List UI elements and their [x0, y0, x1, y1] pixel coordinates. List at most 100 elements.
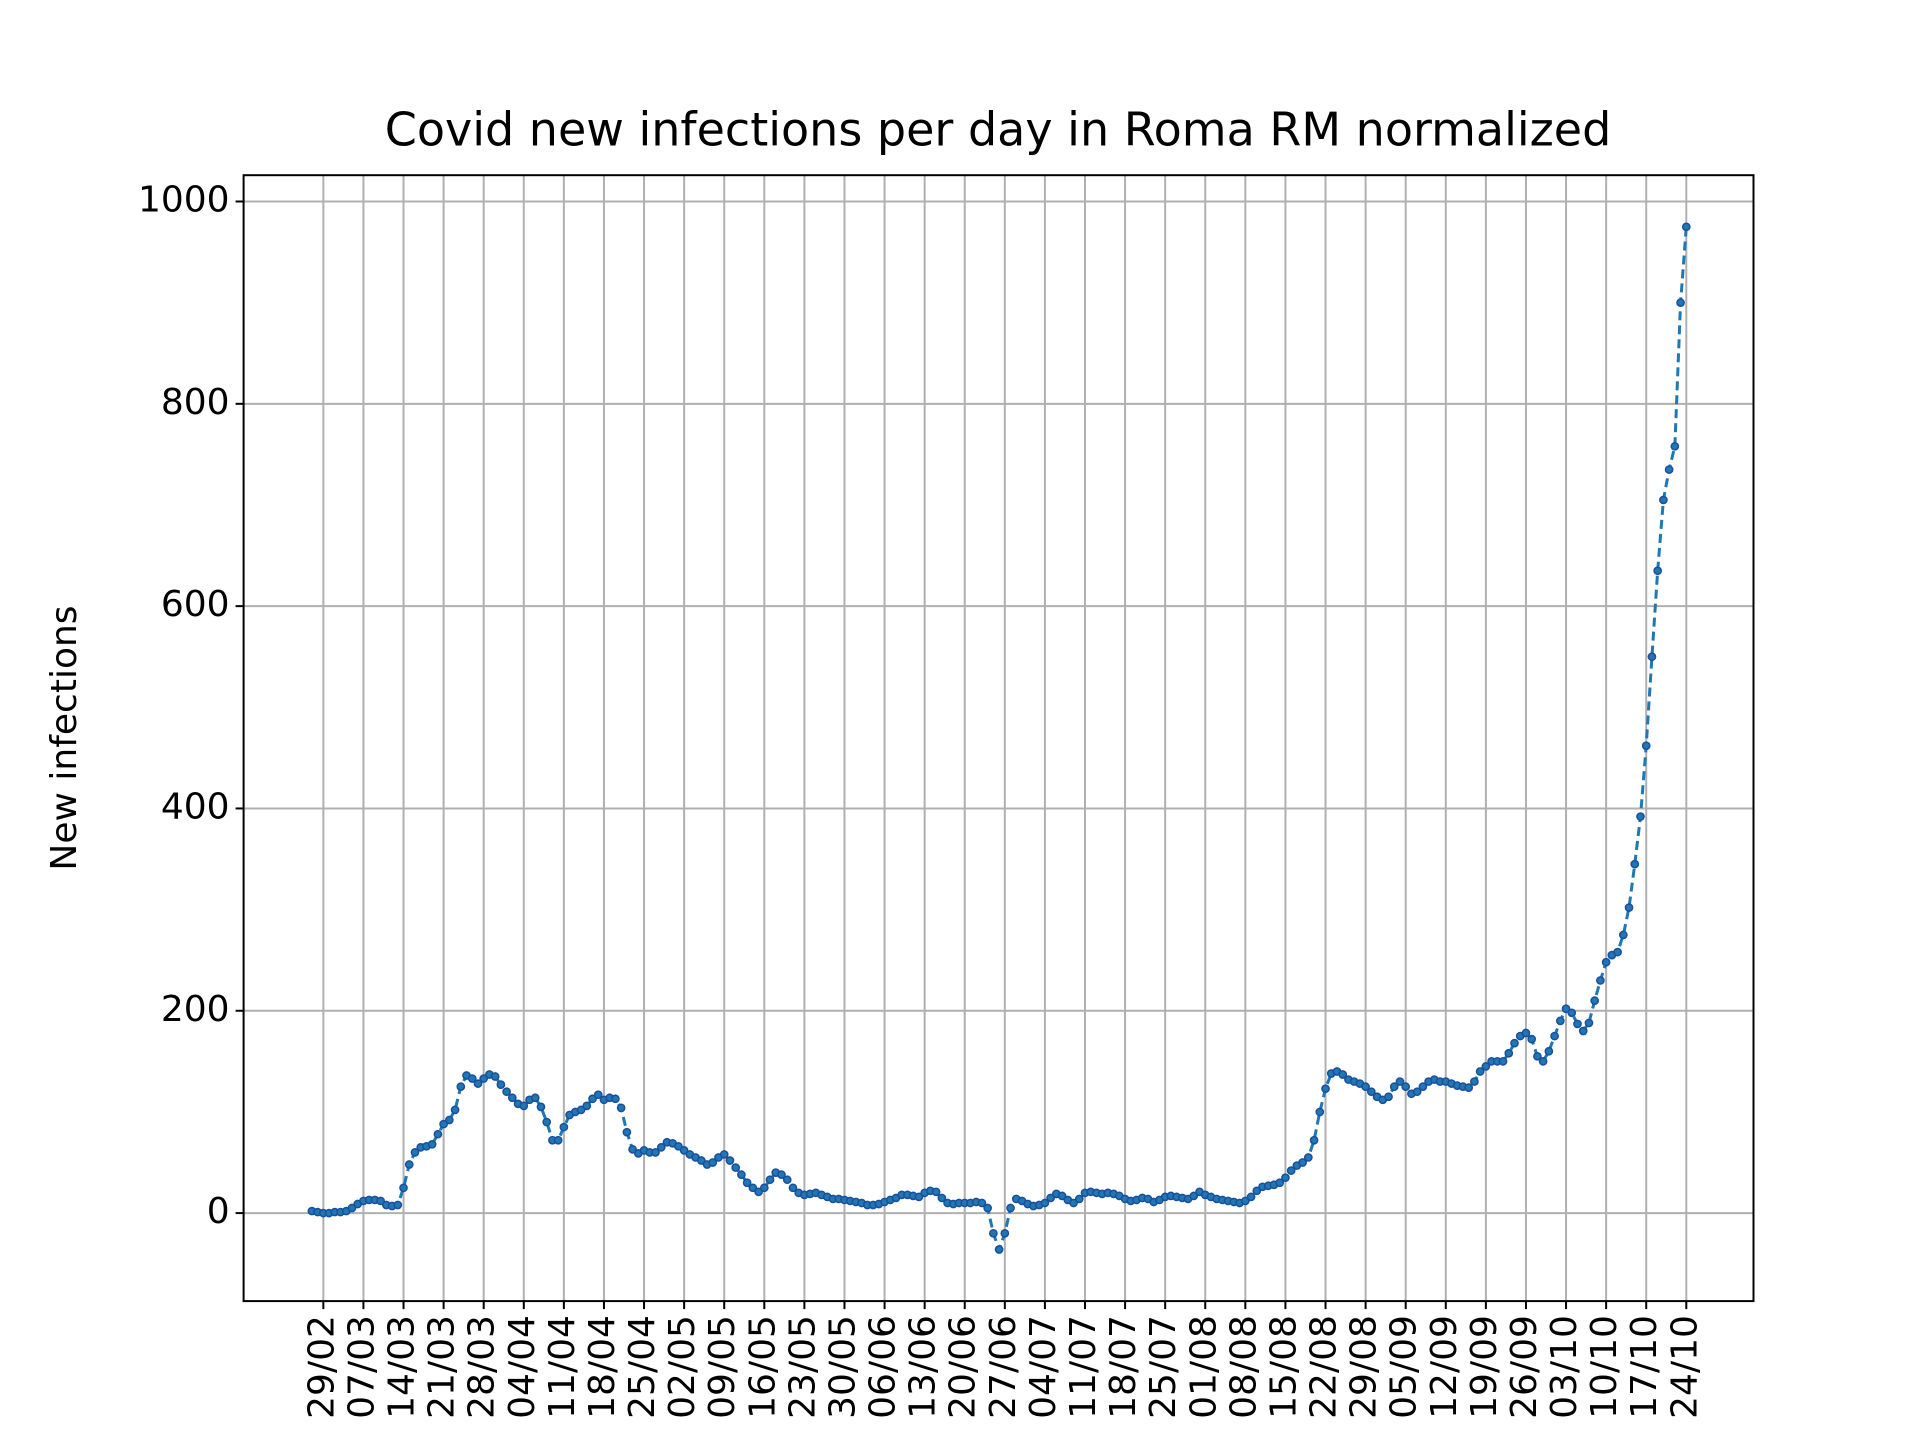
data-point [937, 1193, 947, 1203]
data-point [777, 1170, 786, 1180]
x-tick-label: 15/08 [1263, 1315, 1304, 1419]
data-point [616, 1103, 626, 1113]
data-point [765, 1175, 775, 1185]
x-tick-label: 27/06 [983, 1315, 1024, 1419]
x-tick-label: 11/07 [1063, 1315, 1104, 1419]
data-point [1573, 1019, 1582, 1029]
x-tick-label: 04/04 [502, 1315, 543, 1419]
x-tick-label: 29/08 [1344, 1315, 1385, 1419]
data-point [1074, 1194, 1084, 1204]
data-point [490, 1072, 500, 1081]
x-tick-label: 28/03 [462, 1315, 503, 1419]
plot-area [307, 222, 1691, 1255]
data-point [983, 1203, 992, 1213]
data-point [696, 1156, 706, 1165]
y-tick-label: 800 [161, 382, 230, 423]
x-tick-label: 13/06 [903, 1315, 944, 1419]
data-point [588, 1094, 597, 1104]
x-tick-label: 12/09 [1424, 1315, 1465, 1419]
x-tick-label: 25/04 [622, 1315, 663, 1419]
data-point [1670, 441, 1680, 451]
data-point [1504, 1048, 1514, 1058]
data-point [1561, 1004, 1571, 1014]
y-tick-label: 1000 [138, 180, 230, 221]
data-point [1252, 1186, 1262, 1196]
data-point [1321, 1084, 1330, 1094]
data-point [1389, 1082, 1399, 1091]
data-point [788, 1183, 798, 1193]
data-point [754, 1187, 763, 1197]
x-tick-label: 18/07 [1103, 1315, 1144, 1419]
data-point [1596, 976, 1605, 985]
data-point [1538, 1057, 1548, 1066]
x-tick-label: 23/05 [782, 1315, 823, 1419]
data-point [1481, 1062, 1491, 1071]
data-point [553, 1135, 563, 1145]
axes-frame [242, 174, 1755, 1303]
data-point [628, 1145, 637, 1154]
x-tick-label: 11/04 [542, 1315, 583, 1419]
data-point [559, 1122, 569, 1132]
x-tick-label: 17/10 [1624, 1315, 1665, 1419]
data-point [1636, 812, 1645, 821]
x-tick-label: 03/10 [1544, 1315, 1585, 1419]
x-tick-label: 25/07 [1143, 1315, 1184, 1419]
data-point [708, 1158, 718, 1167]
data-point [748, 1183, 758, 1193]
x-tick-label: 08/08 [1223, 1315, 1264, 1419]
data-point [1384, 1092, 1393, 1102]
data-point [1464, 1083, 1474, 1093]
x-tick-label: 07/03 [341, 1315, 382, 1419]
data-point [1000, 1228, 1010, 1238]
x-tick-label: 29/02 [301, 1315, 342, 1419]
grid: 0 200 400 600 800 1000 29/02 07/03 14/03 21/03 28/… [138, 175, 1754, 1419]
data-point [656, 1142, 666, 1152]
data-point [1069, 1198, 1078, 1208]
data-point [731, 1163, 741, 1172]
y-tick-label: 0 [207, 1191, 230, 1232]
data-point [1510, 1038, 1519, 1048]
data-point [759, 1183, 769, 1193]
data-point [679, 1146, 689, 1155]
x-tick-label: 24/10 [1664, 1315, 1705, 1419]
x-tick-label: 10/10 [1584, 1315, 1625, 1419]
data-point [1309, 1135, 1319, 1145]
data-point [1246, 1192, 1256, 1202]
x-tick-label: 18/04 [582, 1315, 623, 1419]
x-tick-label: 05/09 [1384, 1315, 1425, 1419]
data-point [399, 1183, 408, 1193]
data-point [1613, 947, 1622, 957]
data-point [467, 1074, 477, 1083]
data-point [1527, 1034, 1537, 1044]
data-point [347, 1203, 357, 1213]
data-point [1470, 1077, 1479, 1086]
data-point [1298, 1158, 1307, 1167]
x-tick-label: 19/09 [1464, 1315, 1505, 1419]
data-point [376, 1196, 385, 1206]
x-tick-label: 26/09 [1504, 1315, 1545, 1419]
x-tick-label: 16/05 [742, 1315, 783, 1419]
data-point [1601, 957, 1611, 967]
data-point [1647, 652, 1657, 662]
data-point [433, 1129, 443, 1139]
data-point [931, 1187, 941, 1197]
data-point [473, 1079, 483, 1088]
x-tick-label: 01/08 [1183, 1315, 1224, 1419]
data-point [536, 1102, 546, 1112]
data-point [1664, 465, 1674, 474]
data-point [1550, 1031, 1559, 1041]
data-point [1567, 1008, 1577, 1018]
y-tick-label: 400 [161, 786, 230, 827]
data-point [1498, 1057, 1508, 1066]
data-point [519, 1101, 529, 1111]
data-point [393, 1200, 403, 1210]
data-point [651, 1148, 660, 1157]
data-point [502, 1087, 511, 1097]
data-point [507, 1093, 517, 1103]
data-point [989, 1228, 998, 1238]
data-point [1046, 1193, 1055, 1203]
data-point [1281, 1173, 1290, 1183]
data-point [782, 1175, 792, 1185]
